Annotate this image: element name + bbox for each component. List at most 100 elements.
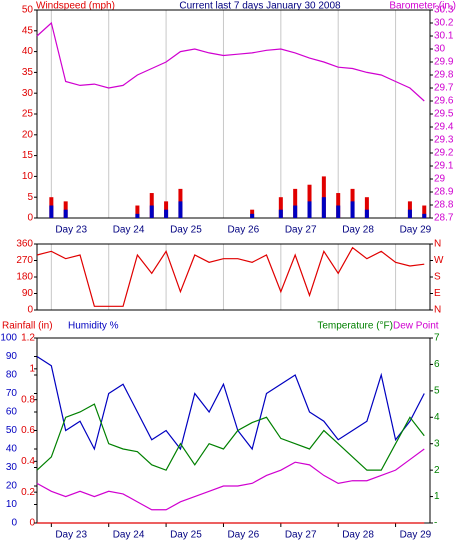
y2-tick-label: 29.1 [434,161,454,172]
y2-tick-label: S [434,272,441,283]
y-tick-label: 0 [27,305,33,316]
x-tick-label: Day 25 [170,225,202,236]
series-line [36,448,425,511]
y2-tick-label: 28.7 [434,213,454,224]
y3-tick-label: 20 [6,481,18,492]
y2-tick-label: W [434,255,444,266]
legend-rainfall: Rainfall (in) [2,321,53,332]
wind-bar [336,205,341,218]
y3-tick-label: 100 [0,333,17,344]
y3-tick-label: 10 [6,499,18,510]
wind-bar [149,193,154,218]
y2-tick-label: 29.2 [434,148,454,159]
y-tick-label: 270 [16,255,33,266]
y3-tick-label: 90 [6,351,18,362]
y-tick-label: 45 [22,25,34,36]
x-tick-label: Day 29 [400,225,432,236]
y3-tick-label: 60 [6,407,18,418]
y-tick-label: 360 [16,239,33,250]
y2-tick-label: 7 [434,333,440,344]
wind-bar [250,213,255,218]
y-tick-label: 5 [27,192,33,203]
plot-frame [36,243,431,311]
x-tick-label: Day 26 [227,530,259,541]
legend-humidity: Humidity % [68,321,119,332]
y2-tick-label: 30.1 [434,31,454,42]
wind-bar [135,213,140,218]
series-line [36,403,425,471]
y2-tick-label: N [434,305,441,316]
y2-tick-label: 29.3 [434,135,454,146]
y2-tick-label: 2 [434,465,440,476]
y-tick-label: 180 [16,272,33,283]
wind-bar [422,213,427,218]
y2-tick-label: 6 [434,359,440,370]
x-tick-label: Day 28 [342,225,374,236]
x-tick-label: Day 24 [113,225,145,236]
y2-tick-label: 3 [434,438,440,449]
legend-temperature: Temperature (°F) [317,321,393,332]
y2-tick-label: 28.8 [434,200,454,211]
wind-bar [135,205,140,218]
y-tick-label: 0 [29,518,35,529]
wind-bar [321,197,326,218]
x-tick-label: Day 27 [285,225,317,236]
y2-tick-label: 29.4 [434,122,454,133]
y-tick-label: 35 [22,67,34,78]
wind-bar [307,201,312,218]
series-line [36,246,425,307]
wind-bar [407,209,412,218]
y-tick-label: 15 [22,150,34,161]
wind-bar [63,209,68,218]
y-tick-label: 0.4 [21,456,35,467]
wind-bar [278,209,283,218]
y3-tick-label: 50 [6,425,18,436]
y3-tick-label: 80 [6,370,18,381]
x-tick-label: Day 27 [285,530,317,541]
wind-bar [364,197,369,218]
y-tick-label: 90 [22,288,34,299]
y-tick-label: 0.2 [21,487,35,498]
x-tick-label: Day 23 [55,530,87,541]
x-tick-label: Day 26 [227,225,259,236]
y2-tick-label: 30.3 [434,5,454,16]
wind-bar [278,197,283,218]
y2-tick-label: 29.6 [434,96,454,107]
y-tick-label: 0.8 [21,394,35,405]
y3-tick-label: 0 [11,518,17,529]
wind-bar [336,193,341,218]
series-line [36,355,425,451]
plot-frame [36,9,431,219]
y2-tick-label: 29.7 [434,83,454,94]
y-tick-label: 25 [22,109,34,120]
y2-tick-label: 29.9 [434,57,454,68]
y-tick-label: 30 [22,88,34,99]
wind-bar [164,209,169,218]
y2-axis-title: Barometer (in.) [389,1,456,12]
y-tick-label: 1 [29,363,35,374]
wind-bar [178,201,183,218]
y-tick-label: 40 [22,46,34,57]
y2-tick-label: 28.9 [434,187,454,198]
y2-tick-label: 30 [434,44,446,55]
series-line [36,21,425,102]
y-tick-label: 10 [22,171,34,182]
y-tick-label: 1.2 [21,333,35,344]
wind-bar [293,188,298,218]
y-tick-label: 20 [22,129,34,140]
wind-bar [149,205,154,218]
y-tick-label: 50 [22,5,34,16]
wind-bar [293,205,298,218]
y-tick-label: 0 [27,213,33,224]
y2-tick-label: 29 [434,174,446,185]
x-tick-label: Day 28 [342,530,374,541]
legend-dew-point: Dew Point [393,321,439,332]
wind-bar [422,205,427,218]
wind-bar [49,205,54,218]
wind-bar [350,201,355,218]
y-tick-label: 0.6 [21,425,35,436]
y3-tick-label: 30 [6,462,18,473]
x-tick-label: Day 23 [55,225,87,236]
